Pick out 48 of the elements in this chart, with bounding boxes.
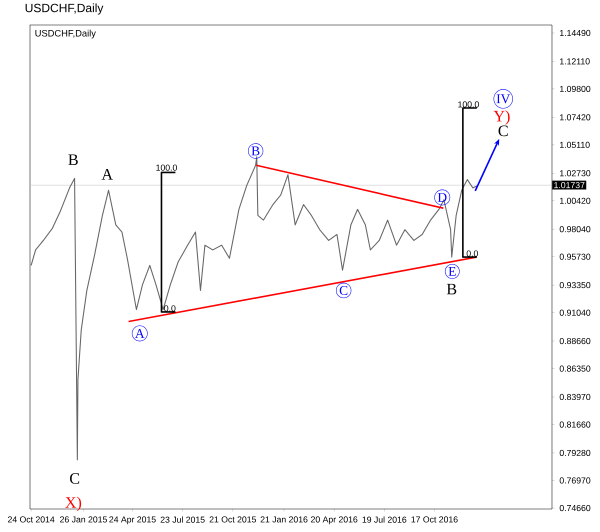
y-tick-label: 0.93350 (560, 282, 590, 288)
y-tick-label: 1.07420 (560, 114, 590, 120)
y-tick-label: 0.91040 (560, 310, 590, 316)
y-tick-label: 1.14490 (560, 30, 590, 36)
annotation: IV (496, 94, 510, 104)
y-tick-label: 0.86350 (560, 366, 590, 372)
y-tick-label: 1.02730 (560, 170, 590, 176)
x-tick-label: 19 Jul 2016 (362, 516, 406, 523)
annotation: A (135, 329, 144, 338)
x-tick-label: 23 Jul 2015 (160, 516, 205, 523)
x-tick-label: 20 Apr 2016 (311, 516, 358, 524)
annotation: C (340, 286, 348, 295)
y-tick-label: 1.12110 (560, 58, 590, 64)
annotation: Y) (494, 110, 510, 125)
y-tick-label: 0.83970 (560, 394, 590, 400)
x-tick-label: 21 Oct 2015 (210, 516, 256, 522)
chart-title: USDCHF,Daily (26, 3, 104, 15)
y-tick-label: 0.79280 (560, 450, 590, 456)
y-tick-label: 1.09800 (560, 86, 590, 92)
chart-subtitle: USDCHF,Daily (35, 30, 96, 38)
y-tick-label: 0.74660 (560, 504, 590, 512)
annotation: B (68, 154, 78, 165)
annotation: D (438, 193, 447, 202)
y-tick-label: 0.95730 (560, 254, 590, 260)
ref-line-label: 1.01737 (554, 182, 584, 188)
line-series (30, 156, 478, 460)
annotation: C (498, 125, 508, 136)
annotation: 100.0 (458, 101, 479, 108)
annotation: X) (65, 496, 82, 512)
annotation: A (102, 169, 113, 180)
annotation: 100.0 (156, 164, 177, 171)
annotation: 0.0 (466, 250, 478, 257)
y-tick-label: 0.98040 (560, 226, 590, 232)
annotation: E (448, 267, 456, 276)
y-tick-label: 0.76970 (560, 477, 590, 484)
y-tick-label: 0.88660 (560, 338, 590, 344)
annotation: 0.0 (164, 305, 176, 312)
y-tick-label: 0.81660 (560, 421, 590, 428)
annotation: C (70, 473, 80, 484)
x-tick-label: 17 Oct 2016 (412, 516, 458, 522)
x-tick-label: 24 Apr 2015 (109, 516, 156, 524)
y-tick-label: 1.00420 (560, 198, 590, 204)
annotation: B (446, 284, 456, 294)
x-tick-label: 24 Oct 2014 (8, 516, 54, 522)
x-tick-label: 26 Jan 2015 (60, 516, 107, 522)
y-tick-label: 1.05110 (560, 142, 590, 148)
annotation: B (252, 146, 260, 156)
x-tick-label: 21 Jan 2016 (260, 516, 308, 522)
